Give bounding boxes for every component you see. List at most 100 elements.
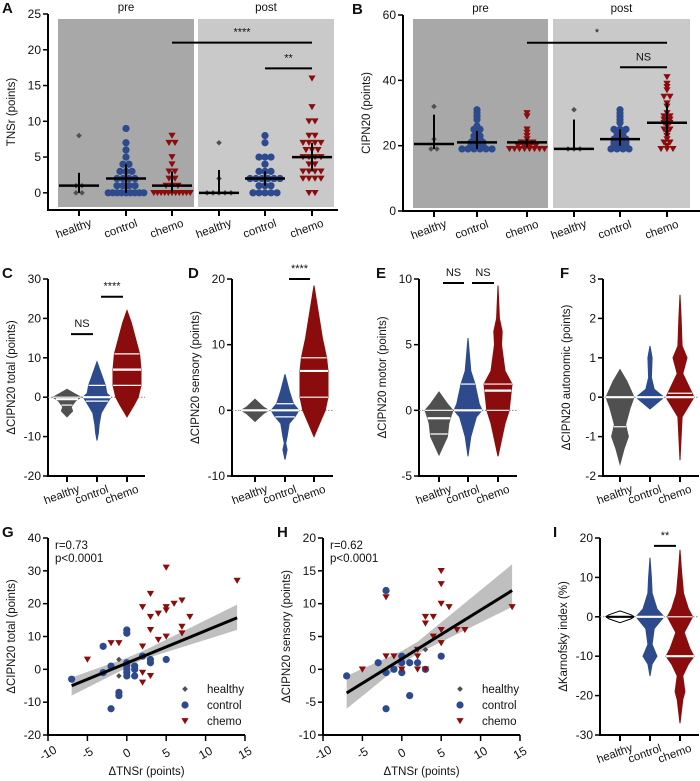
x-tick-label: 0	[395, 745, 408, 761]
y-tick-label: 3	[589, 272, 596, 286]
data-point-control	[128, 167, 136, 175]
data-point-control	[123, 629, 131, 637]
legend-item-chemo: chemo	[181, 716, 242, 728]
data-point-chemo	[178, 597, 186, 604]
data-point-healthy	[116, 673, 122, 679]
data-point-chemo	[311, 189, 319, 197]
violin-chemo	[665, 549, 695, 724]
x-tick-label: control	[103, 218, 140, 241]
data-point-chemo	[299, 139, 307, 146]
x-tick-label: healthy	[54, 217, 93, 241]
violin-healthy	[605, 368, 635, 467]
data-point-chemo	[165, 168, 173, 175]
data-point-chemo	[660, 93, 668, 100]
x-tick-label: 5	[160, 745, 173, 761]
data-point-chemo	[115, 640, 123, 647]
legend-label: healthy	[207, 684, 244, 696]
data-point-control	[261, 139, 269, 147]
data-point-control	[398, 669, 406, 677]
data-point-control	[473, 115, 481, 124]
x-tick-label: 0	[120, 745, 133, 761]
data-point-control	[390, 665, 398, 673]
data-point-control	[261, 160, 269, 168]
data-point-control	[413, 659, 422, 667]
data-point-chemo	[526, 142, 534, 149]
y-tick-label: -2	[585, 469, 596, 483]
x-tick-label: chemo	[504, 219, 541, 242]
data-point-healthy	[76, 132, 82, 139]
data-point-chemo	[165, 139, 173, 146]
data-point-chemo	[453, 627, 461, 634]
data-point-chemo	[186, 613, 194, 621]
data-point-chemo	[663, 146, 671, 153]
data-point-control	[616, 119, 624, 127]
y-tick-label: 0	[218, 403, 225, 417]
data-point-chemo	[437, 581, 445, 588]
data-point-control	[267, 167, 275, 175]
data-point-control	[464, 145, 472, 153]
data-point-chemo	[437, 640, 445, 647]
data-point-control	[255, 189, 263, 197]
data-point-control	[458, 145, 466, 153]
y-tick-label: 10	[580, 570, 594, 584]
significance-label: NS	[446, 267, 461, 279]
data-point-control	[273, 189, 281, 197]
y-tick-label: 0	[34, 662, 41, 676]
data-point-control	[619, 145, 627, 153]
data-point-control	[140, 189, 148, 197]
violin-chemo	[299, 285, 329, 438]
y-tick-label: 10	[303, 597, 317, 611]
data-point-chemo	[660, 116, 668, 123]
data-point-control	[68, 675, 76, 683]
y-tick-label: 25	[28, 7, 42, 21]
y-tick-label: 30	[28, 272, 42, 286]
x-tick-label: -5	[79, 744, 96, 762]
y-axis-label: ΔCIPN20 sensory (points)	[281, 570, 293, 703]
data-point-control	[107, 705, 115, 713]
y-tick-label: -5	[305, 695, 316, 709]
data-point-chemo	[382, 594, 390, 601]
data-point-chemo	[305, 175, 313, 182]
y-tick-label: 10	[28, 630, 42, 644]
data-point-control	[267, 182, 275, 190]
legend-item-control: control	[456, 700, 517, 712]
data-point-chemo	[138, 669, 147, 676]
data-point-chemo	[299, 168, 307, 175]
y-tick-label: -20	[24, 728, 42, 742]
data-point-control	[122, 146, 130, 154]
y-tick-label: 2	[589, 311, 596, 325]
data-point-chemo	[382, 653, 390, 660]
data-point-control	[119, 182, 127, 190]
x-tick-label: healthy	[194, 217, 233, 241]
data-point-control	[146, 659, 155, 667]
y-tick-label: -20	[576, 689, 594, 703]
data-point-control	[261, 167, 269, 175]
y-tick-label: -10	[24, 430, 42, 444]
x-tick-label: chemo	[104, 484, 141, 507]
data-point-control	[613, 145, 621, 153]
data-point-healthy	[431, 103, 437, 110]
y-tick-label: 1	[589, 351, 596, 365]
data-point-healthy	[73, 190, 79, 196]
y-tick-label: 20	[28, 597, 42, 611]
period-label: post	[255, 2, 278, 14]
x-tick-label: -10	[312, 742, 334, 763]
data-point-chemo	[398, 666, 406, 673]
x-tick-label: 15	[511, 743, 530, 762]
legend-item-healthy: healthy	[457, 684, 519, 696]
data-point-control	[162, 655, 170, 664]
data-point-chemo	[171, 139, 179, 146]
x-tick-label: -5	[354, 744, 371, 762]
data-point-healthy	[428, 146, 434, 152]
data-point-control	[267, 153, 275, 161]
data-point-chemo	[540, 146, 549, 153]
data-point-control	[382, 705, 390, 713]
violin-control	[635, 345, 665, 410]
y-tick-label: 40	[383, 73, 397, 87]
y-tick-label: -30	[576, 728, 594, 742]
data-point-chemo	[523, 126, 531, 133]
panel-letter: E	[376, 265, 386, 282]
